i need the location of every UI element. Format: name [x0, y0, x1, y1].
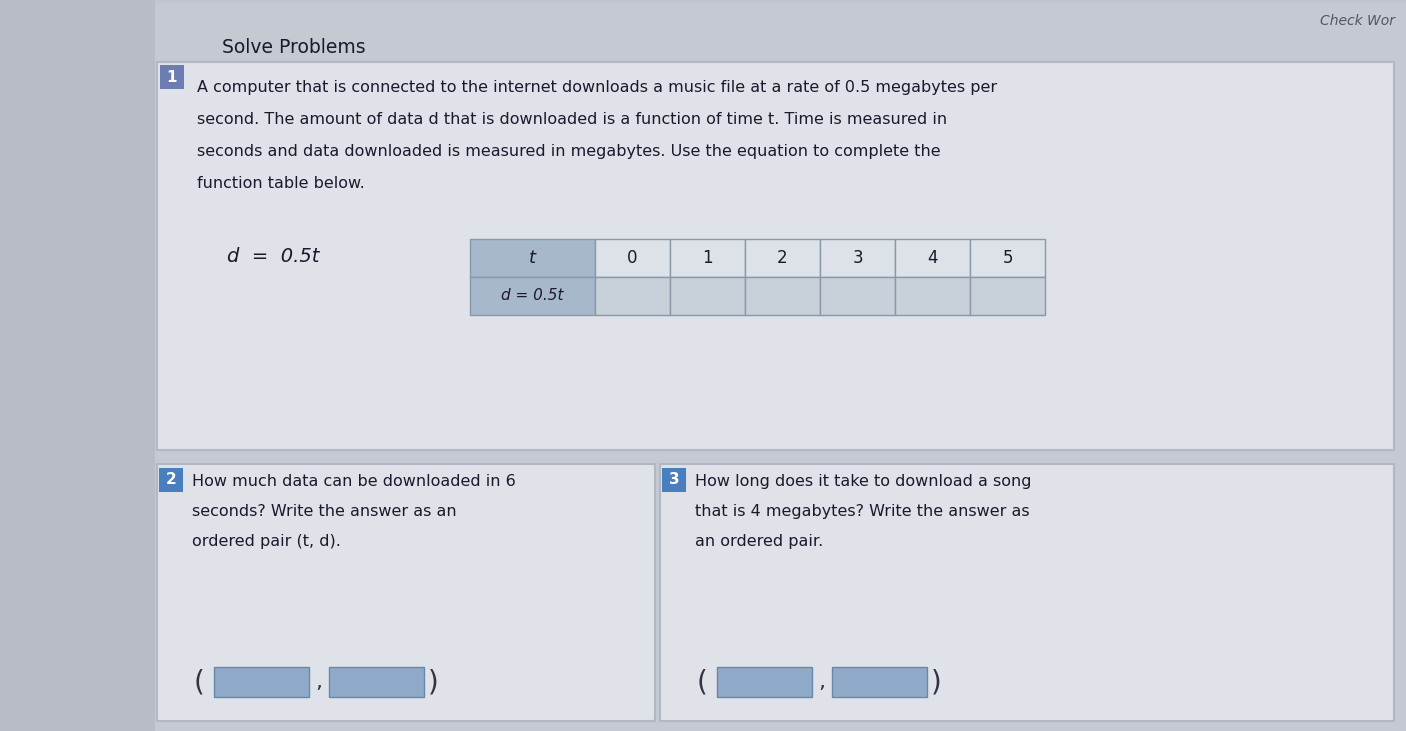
Bar	[0, 0, 155, 731]
Bar	[671, 239, 745, 277]
Text: 3: 3	[669, 472, 679, 488]
Bar	[659, 464, 1393, 721]
Text: A computer that is connected to the internet downloads a music file at a rate of: A computer that is connected to the inte…	[197, 80, 997, 95]
Text: ,: ,	[315, 672, 322, 692]
Text: seconds? Write the answer as an: seconds? Write the answer as an	[193, 504, 457, 519]
Text: 1: 1	[167, 69, 177, 85]
Bar	[832, 667, 927, 697]
Bar	[595, 239, 671, 277]
Bar	[214, 667, 309, 697]
Text: 3: 3	[852, 249, 863, 267]
Bar	[159, 468, 183, 492]
Text: ordered pair (t, d).: ordered pair (t, d).	[193, 534, 340, 549]
Bar	[470, 239, 595, 277]
Text: 2: 2	[778, 249, 787, 267]
Bar	[671, 277, 745, 315]
Text: 1: 1	[702, 249, 713, 267]
Text: t: t	[529, 249, 536, 267]
Text: (: (	[697, 668, 707, 696]
Bar	[896, 239, 970, 277]
Bar	[717, 667, 813, 697]
Bar	[155, 0, 1406, 3]
Bar	[157, 464, 655, 721]
Bar	[820, 239, 896, 277]
Text: d  =  0.5t: d = 0.5t	[226, 248, 319, 267]
Text: an ordered pair.: an ordered pair.	[695, 534, 824, 549]
Text: seconds and data downloaded is measured in megabytes. Use the equation to comple: seconds and data downloaded is measured …	[197, 144, 941, 159]
Text: that is 4 megabytes? Write the answer as: that is 4 megabytes? Write the answer as	[695, 504, 1029, 519]
Text: function table below.: function table below.	[197, 176, 364, 191]
Text: 0: 0	[627, 249, 638, 267]
Bar	[970, 239, 1045, 277]
Bar	[595, 277, 671, 315]
Bar	[662, 468, 686, 492]
Text: 4: 4	[927, 249, 938, 267]
Text: Check Wor: Check Wor	[1320, 14, 1395, 28]
Bar	[970, 277, 1045, 315]
Bar	[745, 239, 820, 277]
Bar	[329, 667, 425, 697]
Bar	[160, 65, 184, 89]
Text: 5: 5	[1002, 249, 1012, 267]
Bar	[896, 277, 970, 315]
Text: How long does it take to download a song: How long does it take to download a song	[695, 474, 1032, 489]
Text: How much data can be downloaded in 6: How much data can be downloaded in 6	[193, 474, 516, 489]
Bar	[820, 277, 896, 315]
Text: d = 0.5t: d = 0.5t	[502, 289, 564, 303]
Bar	[470, 277, 595, 315]
Bar	[157, 62, 1393, 450]
Text: ): )	[931, 668, 942, 696]
Text: second. The amount of data d that is downloaded is a function of time t. Time is: second. The amount of data d that is dow…	[197, 112, 948, 127]
Text: Solve Problems: Solve Problems	[222, 38, 366, 57]
Text: (: (	[194, 668, 205, 696]
Text: ): )	[427, 668, 439, 696]
Text: 2: 2	[166, 472, 176, 488]
Bar	[745, 277, 820, 315]
Text: ,: ,	[818, 672, 825, 692]
